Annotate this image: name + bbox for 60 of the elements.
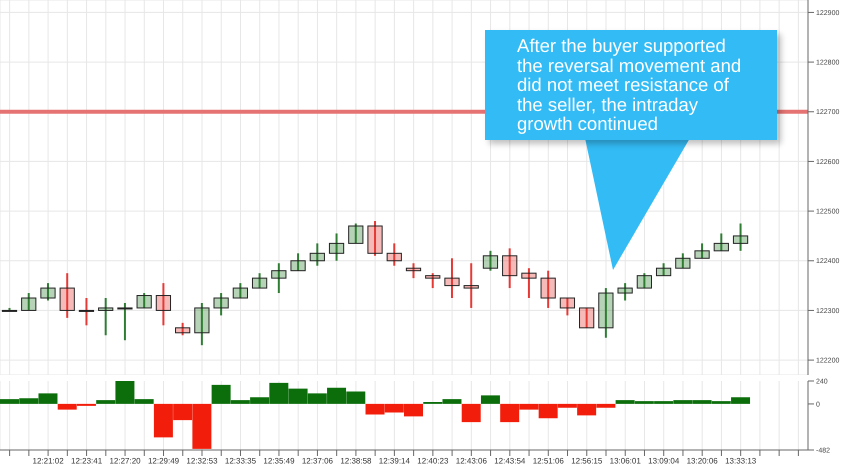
candlestick [675,252,690,270]
candlestick [560,297,576,316]
x-tick-label: 12:56:15 [571,456,603,466]
x-tick-label: 13:09:04 [648,456,680,466]
x-tick-label: 12:29:49 [148,456,180,466]
x-tick-label: 12:39:14 [378,456,410,466]
candlestick [502,247,518,290]
candlestick [232,282,248,300]
candlestick [136,292,152,309]
x-tick-label: 12:37:06 [302,456,334,466]
candlestick [194,302,210,346]
candlestick [40,282,56,302]
candlestick [348,222,364,244]
bar [462,404,481,422]
x-tick-label: 12:43:06 [456,456,488,466]
candlestick [21,292,36,312]
x-tick-label: 12:32:53 [186,456,218,466]
candlestick [175,322,190,336]
candlestick [617,282,633,302]
x-tick-label: 12:33:35 [224,456,257,466]
candlestick [579,306,594,329]
x-tick-label: 12:43:54 [494,456,526,466]
candlestick [156,282,172,326]
candlestick [271,262,286,294]
x-tick-label: 13:06:01 [610,456,642,466]
candlestick [252,272,268,290]
x-tick-label: 13:33:13 [725,456,757,466]
candlestick [714,232,729,252]
candlestick [656,262,672,277]
x-tick-label: 12:27:20 [109,456,142,466]
candlestick [444,257,460,300]
candlestick [732,222,748,252]
candlestick [406,262,422,280]
candlestick [636,272,652,290]
candlestick [117,302,133,342]
candlestick [425,272,440,290]
x-tick-label: 12:51:06 [532,456,564,466]
candlestick [60,272,75,319]
x-tick-label: 12:35:49 [263,456,296,466]
candlestick [694,242,710,260]
candlestick [2,306,18,312]
candlestick [540,270,556,309]
candlestick [367,220,383,257]
candlestick [98,297,114,336]
x-tick-label: 13:20:06 [686,456,718,466]
x-tick-label: 12:23:41 [71,456,103,466]
candlestick [290,252,306,272]
x-tick-label: 12:40:23 [417,456,449,466]
candlestick [310,242,325,267]
candlestick [598,287,614,339]
candlestick [78,297,94,326]
x-tick-label: 12:38:58 [340,456,372,466]
candlestick [386,242,402,267]
candlestick [464,262,479,309]
candlestick [213,292,229,316]
x-tick-label: 12:21:02 [32,456,64,466]
candlestick [521,267,537,300]
candlestick [328,232,344,262]
bar [480,395,500,404]
candlestick [482,250,498,272]
